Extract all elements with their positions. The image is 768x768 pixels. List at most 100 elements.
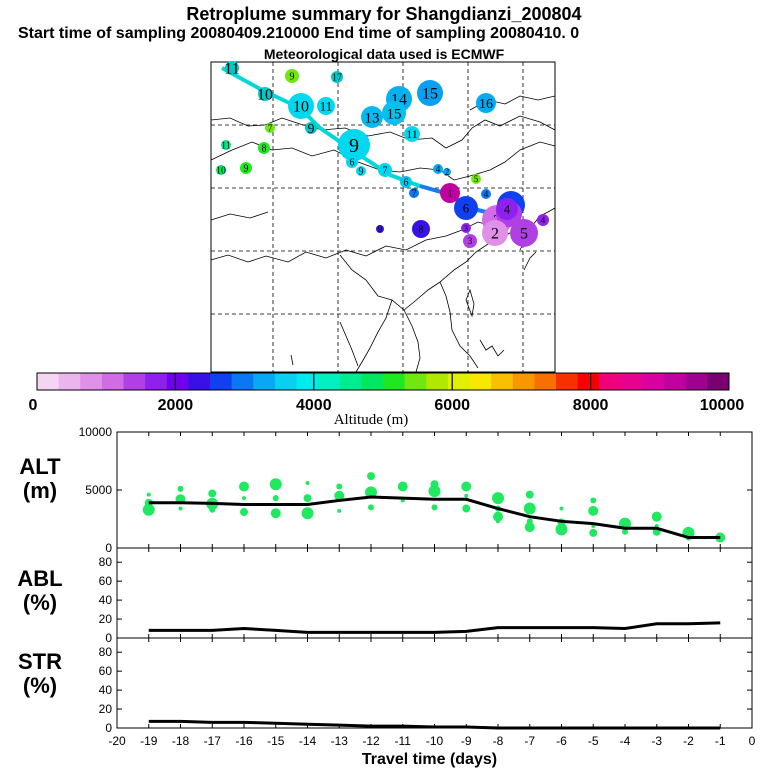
plume-marker-dot xyxy=(338,129,370,161)
colorbar-frame xyxy=(36,372,730,391)
plume-marker-dot xyxy=(482,220,508,246)
plume-marker: 10 xyxy=(288,93,314,119)
scatter-point xyxy=(590,497,597,504)
plume-marker: 15 xyxy=(382,101,406,125)
colorbar-tick-label: 10000 xyxy=(700,397,745,414)
plume-marker: 17 xyxy=(331,71,343,84)
scatter-point xyxy=(428,485,441,498)
plume-marker-dot xyxy=(433,164,443,174)
colorbar-swatch xyxy=(664,373,687,390)
plume-marker: 4 xyxy=(433,164,443,174)
plume-marker: 11 xyxy=(404,126,420,142)
plume-marker: 5 xyxy=(471,174,481,184)
plume-marker-label: 6 xyxy=(350,158,355,169)
plume-marker: 9 xyxy=(240,162,252,175)
scatter-point xyxy=(523,502,536,515)
plume-marker-label: 4 xyxy=(436,164,441,174)
x-tick-label: -4 xyxy=(620,734,631,748)
plume-marker: 5 xyxy=(510,219,538,247)
colorbar-swatch xyxy=(37,373,60,390)
plume-marker-label: 6 xyxy=(463,201,470,216)
scatter-point xyxy=(492,492,504,505)
colorbar-swatch xyxy=(231,373,254,390)
plume-marker-dot xyxy=(463,234,477,248)
plume-marker-dot xyxy=(376,225,384,233)
y-tick-label: 10000 xyxy=(79,425,113,439)
scatter-point xyxy=(496,519,500,524)
colorbar-swatch xyxy=(123,373,146,390)
plume-marker-dot xyxy=(537,214,549,226)
scatter-point xyxy=(272,495,279,502)
plume-marker-label: 16 xyxy=(479,97,493,112)
x-tick-label: -3 xyxy=(651,734,662,748)
colorbar-tick-label: 8000 xyxy=(573,397,609,414)
x-tick-label: -16 xyxy=(235,734,253,748)
colorbar-swatch xyxy=(145,373,168,390)
x-tick-label: -7 xyxy=(524,734,535,748)
plume-marker: 6 xyxy=(454,196,478,220)
plume-marker-label: 9 xyxy=(378,224,383,234)
map-borders xyxy=(210,95,556,373)
colorbar-swatch xyxy=(404,373,427,390)
scatter-point xyxy=(334,490,345,501)
colorbar-tick-label: 4000 xyxy=(296,397,332,414)
plume-marker-label: 2 xyxy=(445,167,450,177)
scatter-point xyxy=(555,523,568,536)
plume-marker-label: 15 xyxy=(387,106,402,122)
plume-marker-dot xyxy=(404,126,420,142)
plume-marker-dot xyxy=(382,101,406,125)
scatter-point xyxy=(464,493,469,498)
plume-marker: 1 xyxy=(440,183,460,203)
series-line xyxy=(148,621,721,634)
plume-marker: 6 xyxy=(346,156,358,169)
scatter-point xyxy=(461,481,472,492)
plume-marker: 3 xyxy=(463,234,477,248)
scatter-point xyxy=(365,486,377,499)
plume-marker-dot xyxy=(461,223,471,233)
colorbar-swatch xyxy=(58,373,81,390)
y-tick-label: 0 xyxy=(105,541,112,555)
sampling-time-line: Start time of sampling 20080409.210000 E… xyxy=(18,25,580,42)
x-tick-label: -13 xyxy=(331,734,349,748)
scatter-point xyxy=(146,492,151,497)
colorbar-swatch xyxy=(469,373,492,390)
x-tick-label: -15 xyxy=(267,734,285,748)
colorbar-swatch xyxy=(339,373,362,390)
scatter-point xyxy=(240,508,248,517)
colorbar-swatch xyxy=(361,373,384,390)
plume-marker-label: 11 xyxy=(221,141,231,152)
scatter-point xyxy=(367,472,375,481)
plume-marker-dot xyxy=(258,142,270,154)
chart-title: Retroplume summary for Shangdianzi_20080… xyxy=(186,4,582,24)
y-tick-label: 20 xyxy=(99,612,113,626)
plume-marker-label: 3 xyxy=(468,236,473,246)
plume-marker: 8 xyxy=(412,220,430,238)
plume-marker: 2 xyxy=(443,167,451,177)
plume-marker: 10 xyxy=(257,87,273,104)
colorbar-swatch xyxy=(577,373,600,390)
plume-marker: 4 xyxy=(496,198,518,220)
plume-marker: 9 xyxy=(356,166,366,178)
plume-marker: 11 xyxy=(317,97,335,115)
scatter-point xyxy=(397,481,408,492)
plume-marker-label: 1 xyxy=(448,189,453,200)
x-tick-label: -6 xyxy=(556,734,567,748)
scatter-point xyxy=(270,508,281,519)
plume-marker: 11 xyxy=(221,140,231,152)
x-tick-label: 0 xyxy=(749,734,756,748)
plume-marker-label: 3 xyxy=(464,224,468,233)
plume-marker-label: 8 xyxy=(419,225,424,236)
plume-marker: 11 xyxy=(224,61,239,78)
plume-marker: 9 xyxy=(285,69,299,83)
plume-marker-dot xyxy=(378,163,392,177)
scatter-point xyxy=(242,496,246,501)
plume-marker: 9 xyxy=(338,129,370,161)
plume-marker: 2 xyxy=(482,220,508,246)
y-tick-label: 0 xyxy=(105,721,112,735)
plume-marker-dot xyxy=(356,166,366,176)
plume-marker-dot xyxy=(481,189,491,199)
colorbar-swatch xyxy=(166,373,189,390)
colorbar-swatch xyxy=(512,373,535,390)
